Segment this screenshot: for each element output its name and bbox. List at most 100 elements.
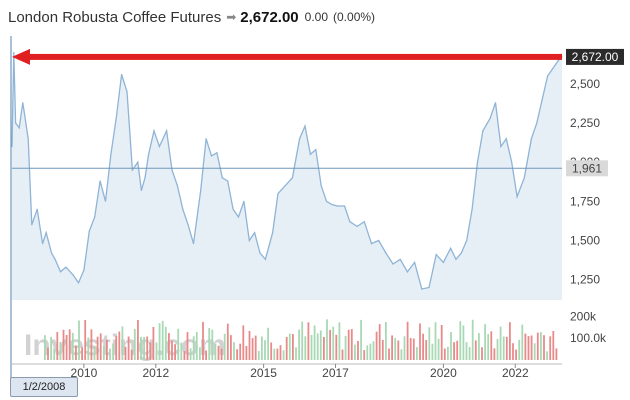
price-arrow-head bbox=[12, 48, 30, 65]
volume-bar bbox=[440, 325, 443, 360]
volume-bar bbox=[65, 335, 68, 360]
price-point bbox=[541, 98, 543, 101]
price-point bbox=[83, 269, 85, 271]
chart-overlay bbox=[10, 36, 562, 380]
volume-bar bbox=[509, 322, 511, 360]
price-point bbox=[205, 138, 207, 140]
price-point bbox=[166, 130, 168, 132]
volume-bar bbox=[168, 333, 170, 360]
volume-bar bbox=[397, 340, 400, 360]
price-area-fill bbox=[12, 52, 562, 300]
price-point bbox=[466, 239, 468, 242]
x-tick-label: 2012 bbox=[142, 366, 169, 380]
volume-bar bbox=[378, 324, 381, 360]
volume-bar bbox=[279, 345, 282, 360]
price-point bbox=[331, 203, 333, 206]
volume-bar bbox=[189, 348, 192, 360]
volume-bar bbox=[357, 341, 359, 360]
price-point bbox=[435, 254, 437, 256]
price-change: 0.00 bbox=[304, 10, 329, 24]
y-tick-label: 1,500 bbox=[570, 234, 600, 248]
price-point bbox=[343, 205, 346, 207]
price-point bbox=[536, 122, 538, 124]
volume-bar bbox=[412, 338, 415, 360]
volume-bar bbox=[518, 339, 521, 360]
volume-bar bbox=[143, 336, 145, 360]
volume-bar bbox=[205, 350, 207, 360]
volume-bar bbox=[502, 336, 505, 360]
price-point bbox=[237, 216, 240, 218]
price-point bbox=[77, 282, 80, 284]
price-point bbox=[110, 153, 112, 155]
volume-bar bbox=[375, 331, 378, 360]
volume-bar bbox=[133, 329, 136, 360]
volume-bar bbox=[326, 319, 328, 360]
instrument-title: London Robusta Coffee Futures bbox=[8, 8, 222, 26]
price-point bbox=[399, 258, 401, 260]
volume-bar bbox=[546, 351, 548, 360]
volume-bar bbox=[236, 349, 238, 360]
volume-bar bbox=[226, 323, 229, 360]
price-point bbox=[320, 185, 322, 187]
price-point bbox=[460, 252, 462, 254]
price-point bbox=[552, 67, 554, 69]
price-point bbox=[126, 91, 128, 93]
price-point bbox=[11, 145, 13, 148]
price-point bbox=[277, 192, 279, 195]
volume-bar bbox=[459, 321, 462, 360]
volume-bar bbox=[533, 343, 536, 360]
volume-bar bbox=[462, 325, 465, 360]
volume-bar bbox=[155, 342, 158, 360]
price-point bbox=[406, 271, 408, 273]
volume-bar bbox=[487, 334, 490, 360]
y-tick-label: 1,250 bbox=[570, 273, 600, 287]
price-point bbox=[88, 230, 90, 232]
price-point bbox=[516, 196, 518, 198]
volume-bar bbox=[301, 321, 304, 360]
price-point bbox=[50, 252, 53, 254]
volume-bar bbox=[344, 336, 347, 360]
price-point bbox=[18, 127, 20, 129]
volume-bar bbox=[273, 348, 276, 360]
x-tick-label: 2015 bbox=[250, 366, 277, 380]
volume-bar bbox=[493, 348, 496, 360]
volume-bar bbox=[78, 320, 80, 360]
price-point bbox=[248, 239, 250, 242]
volume-bar bbox=[217, 345, 220, 360]
volume-bar bbox=[251, 338, 254, 360]
x-tick-label: 2020 bbox=[430, 366, 457, 380]
price-point bbox=[325, 200, 328, 202]
volume-bar bbox=[112, 343, 114, 360]
price-point bbox=[176, 185, 178, 187]
price-point bbox=[131, 169, 133, 171]
volume-bar bbox=[323, 336, 325, 360]
volume-bar bbox=[313, 325, 316, 360]
volume-bar bbox=[499, 326, 502, 360]
volume-bar bbox=[96, 336, 99, 360]
volume-bar bbox=[465, 342, 468, 360]
volume-bar bbox=[350, 329, 353, 360]
price-point bbox=[476, 161, 479, 163]
last-price: 2,672.00 bbox=[240, 8, 299, 26]
volume-bar bbox=[471, 319, 474, 360]
volume-bar bbox=[137, 320, 139, 360]
volume-bar bbox=[174, 344, 176, 360]
volume-bar bbox=[453, 342, 455, 360]
price-point bbox=[482, 130, 484, 132]
price-point bbox=[171, 169, 173, 171]
volume-bar bbox=[99, 333, 102, 360]
x-tick-label: 2010 bbox=[71, 366, 98, 380]
price-point bbox=[210, 155, 213, 157]
volume-bar bbox=[490, 331, 493, 360]
price-point bbox=[200, 189, 202, 191]
price-point bbox=[45, 232, 47, 234]
price-point bbox=[421, 288, 423, 290]
volume-bar bbox=[292, 334, 294, 360]
price-point bbox=[370, 243, 373, 245]
price-point bbox=[221, 177, 223, 179]
price-point bbox=[259, 252, 261, 254]
price-point bbox=[65, 266, 67, 268]
volume-bar bbox=[536, 332, 539, 360]
volume-bar bbox=[239, 343, 242, 360]
